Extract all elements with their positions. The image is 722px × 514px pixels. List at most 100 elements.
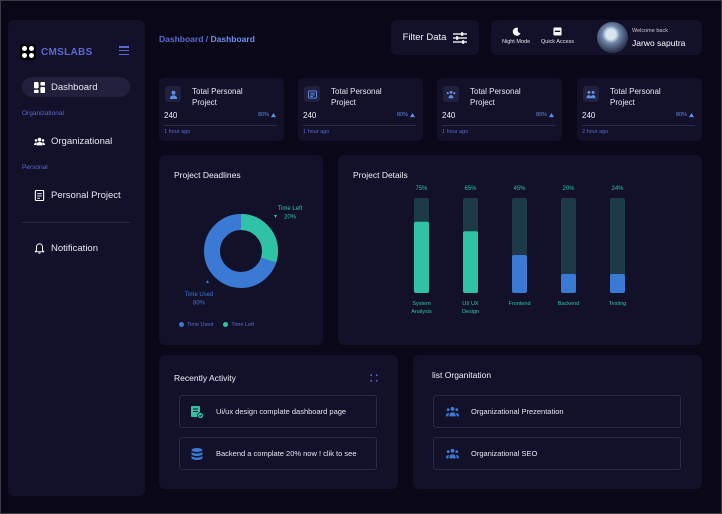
username[interactable]: Jarwo saputra [632, 38, 686, 48]
stat-title: Total Personal Project [610, 87, 661, 107]
stat-icon-wrap [443, 86, 459, 102]
stat-percent: 80% [397, 112, 415, 118]
sidebar-item-notification[interactable]: Notification [34, 243, 98, 254]
stat-time: 1 hour ago [442, 129, 469, 135]
bar-category-label: System [412, 301, 431, 307]
filter-data-button[interactable]: Filter Data [391, 20, 479, 55]
brand[interactable]: CMSLABS [20, 44, 93, 60]
chart-legend: Time Used Time Left [179, 322, 254, 328]
stat-divider [442, 125, 555, 126]
bar-fill[interactable] [561, 274, 576, 293]
team-icon [586, 90, 596, 98]
stat-percent-text: 80% [675, 112, 687, 118]
bar-track [561, 198, 576, 293]
bar-fill[interactable] [610, 274, 625, 293]
legend-time-left[interactable]: Time Left [223, 322, 254, 328]
sidebar-item-label: Dashboard [51, 81, 98, 93]
bar-category-label: Design [462, 309, 479, 315]
top-user-panel: Night Mode Quick Access Welcome back Jar… [491, 20, 702, 55]
moon-icon [512, 27, 521, 36]
panel-title: list Organitation [432, 370, 492, 380]
deadline-donut-chart: Time Left 20% Time Used 80% [185, 206, 303, 307]
filter-data-label: Filter Data [402, 32, 447, 43]
night-mode-toggle[interactable]: Night Mode [502, 27, 530, 45]
breadcrumb: Dashboard / Dashboard [159, 34, 255, 44]
breadcrumb-parent[interactable]: Dashboard [159, 34, 204, 44]
quick-access-button[interactable]: Quick Access [541, 27, 574, 45]
user-icon [169, 90, 177, 99]
news-icon [307, 89, 317, 99]
bar-fill[interactable] [414, 221, 429, 293]
bell-icon [34, 243, 45, 254]
sidebar: CMSLABS Dashboard Organizational Organi [8, 20, 145, 496]
stat-card[interactable]: Total Personal Project 240 80% 1 hour ag… [437, 78, 562, 141]
stat-divider [164, 125, 277, 126]
checklist-icon [191, 405, 204, 419]
organization-list-panel: list Organitation Organizational Prezent… [413, 355, 702, 489]
bar-fill[interactable] [512, 255, 527, 293]
bar-category-label: Testing [609, 301, 626, 307]
bar-percent-label: 65% [464, 186, 477, 192]
stat-divider [582, 125, 695, 126]
avatar[interactable] [597, 22, 628, 53]
sidebar-item-dashboard[interactable]: Dashboard [22, 77, 130, 97]
drag-handle-icon[interactable] [370, 374, 378, 382]
brand-logo-icon [20, 44, 36, 60]
inbox-icon [553, 27, 562, 36]
database-icon [191, 447, 203, 460]
organization-item[interactable]: Organizational Prezentation [433, 395, 681, 428]
stat-title: Total Personal Project [331, 87, 382, 107]
dashboard-icon [34, 81, 45, 93]
group-icon [446, 406, 459, 417]
triangle-up-icon [410, 112, 415, 117]
sidebar-section-personal: Personal [22, 164, 48, 171]
sidebar-item-label: Organizational [51, 136, 113, 147]
activity-item[interactable]: Ui/ux design complate dashboard page [179, 395, 377, 428]
bar-fill[interactable] [463, 231, 478, 293]
triangle-up-icon [689, 112, 694, 117]
stat-percent-text: 80% [535, 112, 547, 118]
activity-item[interactable]: Backend a complate 20% now ! clik to see [179, 437, 377, 470]
bar-category-label: Analysis [411, 309, 432, 315]
stat-title: Total Personal Project [192, 87, 243, 107]
legend-label: Time Left [231, 322, 255, 328]
stat-percent: 80% [536, 112, 554, 118]
stat-card[interactable]: Total Personal Project 240 80% 2 hour ag… [577, 78, 702, 141]
sidebar-divider [22, 222, 130, 223]
organization-text: Organizational SEO [471, 449, 538, 458]
triangle-up-icon [271, 112, 276, 117]
sliders-icon [453, 31, 468, 44]
activity-text: Ui/ux design complate dashboard page [216, 407, 347, 416]
brand-name: CMSLABS [41, 46, 93, 58]
stat-icon-wrap [583, 86, 599, 102]
bar-percent-label: 75% [415, 186, 428, 192]
sidebar-item-organizational[interactable]: Organizational [34, 136, 112, 147]
organization-text: Organizational Prezentation [471, 407, 564, 416]
time-left-value: 20% [284, 215, 297, 221]
stat-value: 240 [164, 111, 178, 120]
users-icon [34, 137, 45, 146]
bar-track [610, 198, 625, 293]
donut-segment-time-left[interactable] [204, 214, 278, 288]
stat-icon-wrap [165, 86, 181, 102]
legend-label: Time Used [187, 322, 214, 328]
organization-item[interactable]: Organizational SEO [433, 437, 681, 470]
stat-time: 1 hour ago [164, 129, 191, 135]
recent-activity-panel: Recently Activity Ui/ux design complate … [159, 355, 398, 489]
time-left-pointer-icon [274, 215, 277, 218]
stat-percent: 80% [258, 112, 276, 118]
time-used-value: 80% [193, 301, 206, 307]
hamburger-menu-icon[interactable] [119, 46, 129, 56]
group-icon [446, 90, 456, 98]
stat-value: 240 [442, 111, 456, 120]
stat-card[interactable]: Total Personal Project 240 80% 1 hour ag… [298, 78, 423, 141]
panel-title: Project Deadlines [174, 170, 241, 180]
quick-access-label: Quick Access [541, 39, 575, 45]
group-icon [446, 448, 459, 459]
sidebar-item-personal-project[interactable]: Personal Project [34, 190, 121, 201]
stat-card[interactable]: Total Personal Project 240 80% 1 hour ag… [159, 78, 284, 141]
legend-time-used[interactable]: Time Used [179, 322, 213, 328]
time-left-label: Time Left [278, 206, 303, 212]
stat-time: 1 hour ago [303, 129, 330, 135]
